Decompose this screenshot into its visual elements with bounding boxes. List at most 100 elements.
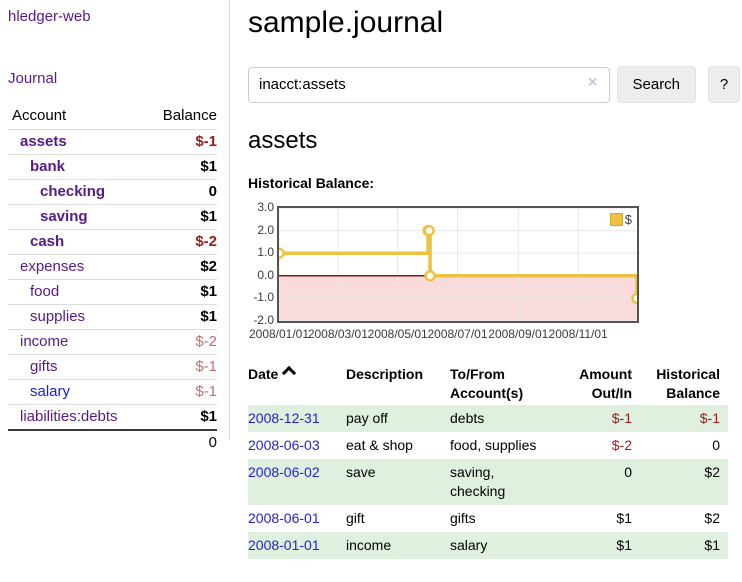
- account-balance: $-1: [144, 354, 217, 380]
- register-balance-cell: $1: [704, 537, 720, 553]
- account-cell: liabilities:debts: [8, 404, 145, 431]
- search-button[interactable]: Search: [616, 66, 697, 103]
- search-input[interactable]: [248, 66, 610, 103]
- account-cell: assets: [8, 129, 145, 155]
- register-balance-cell: $-1: [699, 410, 720, 426]
- account-link[interactable]: expenses: [20, 258, 85, 275]
- account-row: checking 0: [8, 179, 217, 205]
- register-description-cell: eat & shop: [346, 437, 413, 453]
- account-balance: $-1: [144, 379, 217, 405]
- register-col-balance: Historical Balance: [656, 366, 720, 401]
- account-row: saving $1: [8, 204, 217, 230]
- register-description-cell: gift: [346, 510, 365, 526]
- register-accounts-cell: food, supplies: [450, 437, 537, 453]
- account-link[interactable]: liabilities:debts: [20, 408, 118, 425]
- register-table: Date Description To/From Account(s) Amou…: [248, 363, 728, 559]
- account-balance: 0: [144, 179, 217, 205]
- account-row: bank $1: [8, 154, 217, 180]
- register-accounts-cell: debts: [450, 410, 485, 426]
- y-axis-tick: 0.0: [257, 267, 274, 282]
- account-row: liabilities:debts $1: [8, 404, 217, 431]
- help-button[interactable]: ?: [708, 66, 740, 103]
- transaction-date-link[interactable]: 2008-06-02: [248, 464, 320, 480]
- account-balance: $2: [144, 254, 217, 280]
- chart-point[interactable]: [631, 292, 638, 305]
- chart-svg: [279, 208, 637, 321]
- account-row: cash $-2: [8, 229, 217, 255]
- register-amount-cell: $1: [616, 537, 632, 553]
- x-axis-tick: 2008/09/01: [488, 327, 549, 341]
- legend-label: $: [624, 212, 632, 227]
- account-balance: $1: [144, 404, 217, 431]
- accounts-col-account: Account: [8, 103, 145, 130]
- chart-legend: $: [609, 212, 632, 227]
- chevron-up-icon: [282, 365, 297, 381]
- accounts-table: Account Balance assets $-1 bank $1 checking 0…: [8, 103, 217, 455]
- account-cell: salary: [8, 379, 145, 405]
- account-balance: $1: [144, 204, 217, 230]
- account-link[interactable]: salary: [30, 383, 71, 400]
- register-row: 2008-12-31 pay off debts $-1 $-1: [248, 405, 728, 432]
- register-description-cell: income: [346, 537, 392, 553]
- register-row: 2008-06-02 save saving, checking 0 $2: [248, 459, 728, 505]
- register-description-cell: pay off: [346, 410, 388, 426]
- account-link[interactable]: food: [30, 283, 60, 300]
- balance-chart: $ 3.0 2.0 1.0 0.0 -1.0 -2.0 2008/01/01 2008/03/…: [248, 199, 740, 345]
- account-row: income $-2: [8, 329, 217, 355]
- account-link[interactable]: cash: [30, 233, 65, 250]
- account-link[interactable]: checking: [40, 183, 106, 200]
- register-amount-cell: 0: [624, 464, 632, 480]
- account-cell: expenses: [8, 254, 145, 280]
- accounts-table-body: assets $-1 bank $1 checking 0 saving $1 cash $-2 e…: [8, 129, 217, 431]
- sidebar: hledger-web Journal Account Balance asse…: [0, 0, 230, 455]
- register-amount-cell: $1: [616, 510, 632, 526]
- y-axis-tick: 1.0: [257, 245, 274, 260]
- account-link[interactable]: saving: [40, 208, 88, 225]
- account-row: supplies $1: [8, 304, 217, 330]
- x-axis-tick: 2008/01/01: [248, 327, 310, 341]
- register-col-amount: Amount Out/In: [579, 366, 632, 401]
- y-axis-tick: -1.0: [253, 290, 274, 305]
- accounts-total-spacer: [8, 429, 145, 455]
- chart-point[interactable]: [424, 270, 436, 282]
- sidebar-item-journal[interactable]: Journal: [8, 70, 58, 87]
- x-axis-tick: 2008/05/01: [367, 327, 428, 341]
- x-axis-tick: 2008/07/01: [427, 327, 488, 341]
- account-link[interactable]: assets: [20, 133, 67, 150]
- account-link[interactable]: gifts: [30, 358, 58, 375]
- account-balance: $1: [144, 304, 217, 330]
- legend-swatch-icon: [609, 213, 623, 226]
- x-axis-tick: 2008/11/01: [548, 327, 608, 341]
- account-link[interactable]: supplies: [30, 308, 86, 325]
- app-brand-link[interactable]: hledger-web: [8, 8, 91, 25]
- account-link[interactable]: bank: [30, 158, 66, 175]
- transaction-date-link[interactable]: 2008-01-01: [248, 537, 320, 553]
- y-axis-tick: -2.0: [253, 313, 274, 327]
- account-cell: income: [8, 329, 145, 355]
- register-balance-cell: $2: [704, 464, 720, 480]
- chart-title: Historical Balance:: [248, 175, 375, 191]
- account-row: food $1: [8, 279, 217, 305]
- accounts-total-value: 0: [144, 429, 217, 455]
- y-axis-tick: 3.0: [257, 200, 274, 214]
- account-cell: cash: [8, 229, 145, 255]
- transaction-date-link[interactable]: 2008-06-01: [248, 510, 320, 526]
- register-header-row: Date Description To/From Account(s) Amou…: [248, 363, 728, 405]
- clear-search-icon[interactable]: ×: [588, 74, 598, 91]
- register-accounts-cell: salary: [450, 537, 488, 553]
- main-content: sample.journal × Search ? assets Histori…: [248, 0, 740, 559]
- account-balance: $-1: [144, 129, 217, 155]
- chart-point[interactable]: [279, 247, 285, 259]
- register-row: 2008-06-01 gift gifts $1 $2: [248, 505, 728, 532]
- chart-point[interactable]: [423, 224, 435, 237]
- account-heading: assets: [248, 127, 318, 154]
- account-row: salary $-1: [8, 379, 217, 405]
- register-col-date[interactable]: Date: [248, 363, 346, 405]
- register-col-description: Description: [346, 366, 424, 382]
- register-accounts-cell: gifts: [450, 510, 476, 526]
- account-link[interactable]: income: [20, 333, 69, 350]
- account-row: assets $-1: [8, 129, 217, 155]
- register-accounts-cell: saving, checking: [450, 464, 506, 499]
- transaction-date-link[interactable]: 2008-06-03: [248, 437, 320, 453]
- transaction-date-link[interactable]: 2008-12-31: [248, 410, 320, 426]
